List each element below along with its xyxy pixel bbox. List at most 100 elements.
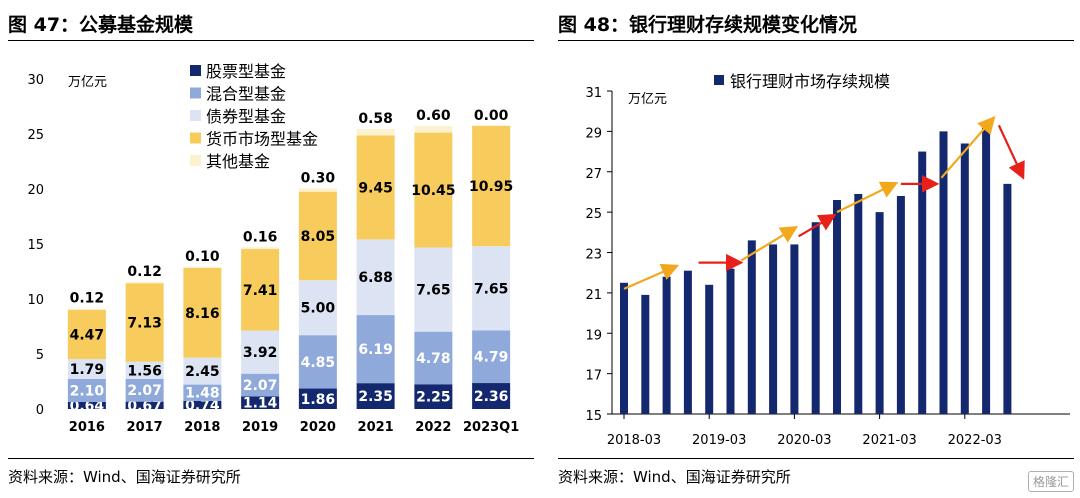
- bar-segment: [183, 357, 222, 385]
- bar: [790, 244, 799, 414]
- value-label: 6.19: [358, 342, 393, 358]
- bar-segment: [414, 331, 453, 385]
- bar-segment: [472, 246, 511, 331]
- value-label: 1.56: [127, 363, 162, 379]
- value-label: 0.16: [243, 229, 278, 245]
- legend-swatch: [190, 155, 201, 166]
- legend-label: 股票型基金: [206, 62, 286, 81]
- trend-arrow: [940, 115, 996, 179]
- value-label: 7.65: [474, 281, 509, 297]
- value-label: 10.45: [411, 183, 455, 199]
- bar: [982, 127, 991, 415]
- bar: [620, 282, 628, 414]
- panel-public-funds: 图 47：公募基金规模 万亿元 0 5 10 15 20 25 30 0.64 2.10 1.79 4…: [8, 14, 534, 486]
- value-label: 0.12: [127, 264, 162, 280]
- trend-arrow: [740, 225, 799, 262]
- trend-arrow: [836, 181, 899, 214]
- value-label: 1.79: [70, 362, 105, 378]
- legend-swatch: [190, 65, 201, 76]
- bar: [726, 268, 735, 414]
- bar-segment: [241, 330, 280, 374]
- bar: [854, 193, 863, 414]
- value-label: 2.45: [185, 364, 220, 380]
- bar: [896, 195, 905, 414]
- value-label: 4.79: [474, 350, 509, 366]
- bar: [641, 294, 650, 414]
- bar-segment: [356, 239, 395, 316]
- trend-arrow: [623, 263, 680, 290]
- y-tick-label: 20: [27, 183, 44, 198]
- bar-segment: [472, 125, 511, 247]
- x-tick-label: 2018-03: [607, 433, 661, 448]
- source-note-left: 资料来源：Wind、国海证券研究所: [8, 468, 241, 486]
- value-label: 2.35: [358, 389, 393, 405]
- value-label: 3.92: [243, 345, 278, 361]
- bar: [918, 151, 927, 414]
- x-tick-label: 2020-03: [777, 433, 831, 448]
- value-label: 10.95: [469, 179, 513, 195]
- value-label: 2.07: [243, 378, 278, 394]
- value-label: 6.88: [358, 270, 393, 286]
- value-label: 0.60: [416, 108, 451, 124]
- bar-segment: [241, 249, 280, 331]
- bar-segment: [298, 188, 337, 192]
- bar: [662, 276, 671, 414]
- value-label: 7.41: [243, 283, 278, 299]
- value-label: 4.78: [416, 351, 451, 367]
- bar-segment: [356, 315, 395, 384]
- bar-segment: [472, 383, 511, 409]
- y-tick-label: 10: [27, 293, 44, 308]
- source-rule-left: [8, 458, 534, 459]
- x-tick-label: 2019: [242, 420, 278, 435]
- y-tick-label: 25: [585, 207, 602, 222]
- bar-segment: [67, 359, 106, 379]
- panel-bank-wealth: 图 48：银行理财存续规模变化情况 15 17 19 21 23 25 27 29 31 万亿元 2…: [550, 0, 1080, 498]
- bar: [833, 200, 841, 414]
- bar-segment: [125, 361, 164, 379]
- bar-segment: [183, 266, 222, 268]
- figure-title-left: 图 47：公募基金规模: [8, 14, 194, 36]
- bar-segment: [414, 125, 453, 133]
- y-tick-label: 21: [585, 288, 602, 303]
- bar-segment: [356, 129, 395, 136]
- bar-segment: [241, 396, 280, 409]
- bar: [769, 244, 778, 414]
- value-label: 7.13: [127, 315, 162, 331]
- bar-segment: [183, 267, 222, 358]
- value-label: 0.10: [185, 249, 220, 265]
- source-note-right: 资料来源：Wind、国海证券研究所: [558, 468, 791, 486]
- bar-segment: [125, 281, 164, 284]
- value-label: 0.30: [301, 170, 336, 186]
- legend-swatch: [190, 132, 201, 144]
- y-tick-label: 5: [36, 348, 44, 363]
- y-tick-label: 15: [585, 409, 602, 424]
- legend-label: 其他基金: [206, 152, 270, 171]
- bar-segment: [356, 135, 395, 240]
- x-tick-label: 2022: [415, 420, 451, 435]
- bar-segment: [67, 310, 106, 360]
- stacked-bar-chart: 万亿元 0 5 10 15 20 25 30 0.642.10 1.79 4.47 0.12 2016 0…: [27, 62, 519, 435]
- legend-label: 货币市场型基金: [206, 130, 318, 149]
- value-label: 1.14: [243, 396, 278, 412]
- x-tick-label: 2022-03: [948, 433, 1002, 448]
- value-label: 4.85: [301, 355, 336, 371]
- bar-segment: [67, 401, 106, 409]
- bar: [811, 222, 820, 414]
- x-tick-label: 2019-03: [692, 433, 746, 448]
- y-tick-label: 31: [585, 86, 602, 101]
- y-tick-label: 29: [585, 126, 602, 141]
- legend-label: 债券型基金: [206, 107, 286, 126]
- bar-segment: [241, 247, 280, 250]
- trend-arrow: [997, 124, 1025, 180]
- bar-segment: [356, 383, 395, 409]
- legend-swatch: [190, 110, 201, 121]
- value-label: 9.45: [358, 180, 393, 196]
- watermark-logo: 格隆汇: [1027, 471, 1074, 492]
- bar-segment: [298, 335, 337, 389]
- source-rule-right: [558, 458, 1074, 459]
- y-tick-label: 0: [36, 403, 44, 418]
- title-rule-left: [8, 40, 534, 41]
- y-tick-label: 23: [585, 248, 602, 263]
- x-tick-label: 2018: [184, 420, 220, 435]
- bar: [747, 240, 756, 414]
